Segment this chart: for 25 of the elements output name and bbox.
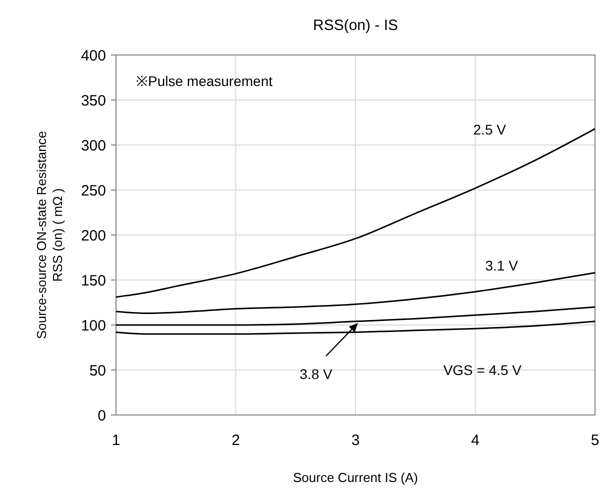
series-label: 3.1 V bbox=[485, 258, 519, 274]
x-axis-title: Source Current IS (A) bbox=[293, 470, 418, 485]
text: VGS = 4.5 V bbox=[443, 362, 522, 378]
line-series bbox=[115, 306, 596, 326]
x-tick-label: 4 bbox=[471, 432, 480, 449]
x-tick-label: 1 bbox=[112, 432, 120, 449]
y-tick-label: 100 bbox=[80, 317, 106, 334]
text: 2.5 V bbox=[473, 121, 507, 138]
y-tick-label: 0 bbox=[98, 407, 106, 424]
y-tick-label: 200 bbox=[80, 227, 106, 244]
annotation: 3.8 V bbox=[300, 366, 333, 382]
y-tick-label: 150 bbox=[80, 272, 106, 290]
line-series bbox=[115, 272, 596, 314]
x-tick-label: 3 bbox=[351, 432, 360, 449]
y-tick-label: 250 bbox=[80, 182, 106, 200]
x-tick-label: 2 bbox=[232, 432, 240, 449]
y-tick-label: 400 bbox=[80, 47, 106, 64]
line-series bbox=[115, 320, 596, 335]
chart-title: RSS(on) - IS bbox=[312, 17, 398, 34]
x-tick-label: 5 bbox=[590, 432, 600, 449]
y-axis-title: Source-source ON-state Resistance RSS (on) ( mΩ ) bbox=[34, 130, 65, 340]
y-tick-label: 50 bbox=[89, 362, 106, 380]
y-tick-label: 350 bbox=[80, 92, 106, 110]
annotation: ※Pulse measurement bbox=[136, 73, 273, 89]
y-tick-label: 300 bbox=[80, 137, 106, 154]
